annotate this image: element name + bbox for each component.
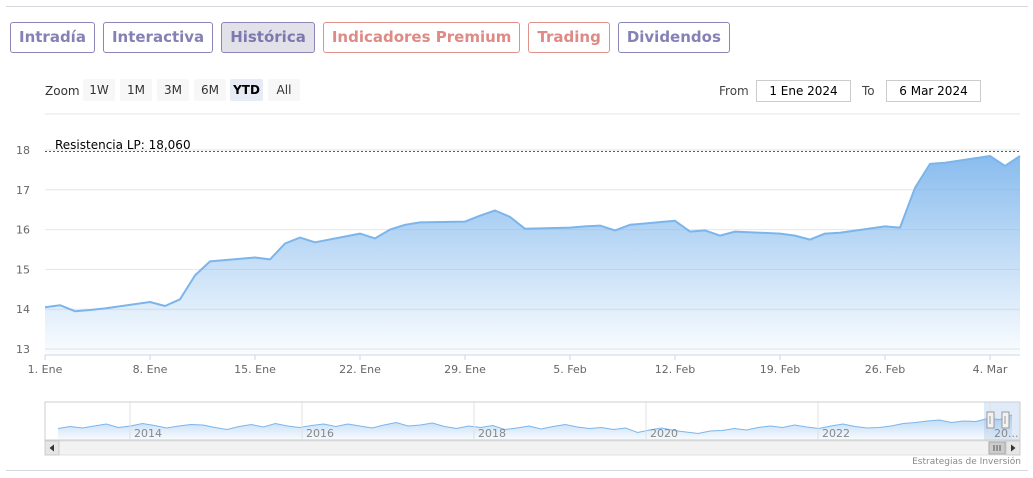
chart-credits: Estrategias de Inversión <box>912 457 1021 467</box>
bottom-divider <box>6 470 1028 471</box>
scroll-right-arrow-icon <box>1011 444 1016 452</box>
price-line[interactable] <box>44 155 1021 313</box>
x-tick-label: 4. Mar <box>973 363 1008 376</box>
zoom-6m-button[interactable]: 6M <box>194 79 226 101</box>
range-from-input[interactable]: 1 Ene 2024 <box>756 80 851 102</box>
resistance-label: Resistencia LP: 18,060 <box>55 138 191 152</box>
zoom-label: Zoom <box>45 84 80 98</box>
scroll-left-arrow-icon <box>49 444 54 452</box>
x-tick-label: 5. Feb <box>553 363 586 376</box>
tab-intradia[interactable]: Intradía <box>10 22 95 53</box>
y-tick-label: 13 <box>16 343 30 356</box>
tab-indicadores-premium[interactable]: Indicadores Premium <box>322 22 521 53</box>
navigator-scrollbar[interactable] <box>44 440 1021 456</box>
price-area <box>45 156 1020 355</box>
range-to-label: To <box>862 84 875 98</box>
navigator-line <box>57 414 1013 435</box>
zoom-3m-button[interactable]: 3M <box>157 79 189 101</box>
x-tick-label: 12. Feb <box>655 363 695 376</box>
range-from-label: From <box>719 84 749 98</box>
x-tick-label: 15. Ene <box>234 363 276 376</box>
x-tick-label: 19. Feb <box>760 363 800 376</box>
y-tick-label: 15 <box>16 263 30 276</box>
range-to-input[interactable]: 6 Mar 2024 <box>886 80 981 102</box>
navigator-tick-label: 2018 <box>478 427 506 440</box>
zoom-1m-button[interactable]: 1M <box>120 79 152 101</box>
zoom-ytd-button[interactable]: YTD <box>230 79 263 101</box>
zoom-all-button[interactable]: All <box>268 79 300 101</box>
x-tick-label: 22. Ene <box>339 363 381 376</box>
zoom-1w-button[interactable]: 1W <box>83 79 115 101</box>
x-tick-label: 26. Feb <box>865 363 905 376</box>
y-tick-label: 16 <box>16 224 30 237</box>
chart-tabs: Intradía Interactiva Histórica Indicador… <box>10 22 730 53</box>
tab-dividendos[interactable]: Dividendos <box>617 22 730 53</box>
x-tick-label: 8. Ene <box>133 363 168 376</box>
navigator-tick-label: 20... <box>994 427 1019 440</box>
y-tick-label: 17 <box>16 184 30 197</box>
navigator-tick-label: 2014 <box>134 427 162 440</box>
navigator-tick-label: 2020 <box>650 427 678 440</box>
tab-historica[interactable]: Histórica <box>221 22 315 53</box>
y-tick-label: 14 <box>16 303 30 316</box>
tab-trading[interactable]: Trading <box>528 22 610 53</box>
tab-interactiva[interactable]: Interactiva <box>102 22 214 53</box>
y-tick-label: 18 <box>16 144 30 157</box>
navigator-tick-label: 2022 <box>822 427 850 440</box>
x-tick-label: 1. Ene <box>28 363 63 376</box>
x-tick-label: 29. Ene <box>444 363 486 376</box>
navigator-tick-label: 2016 <box>306 427 334 440</box>
top-divider <box>6 6 1028 7</box>
